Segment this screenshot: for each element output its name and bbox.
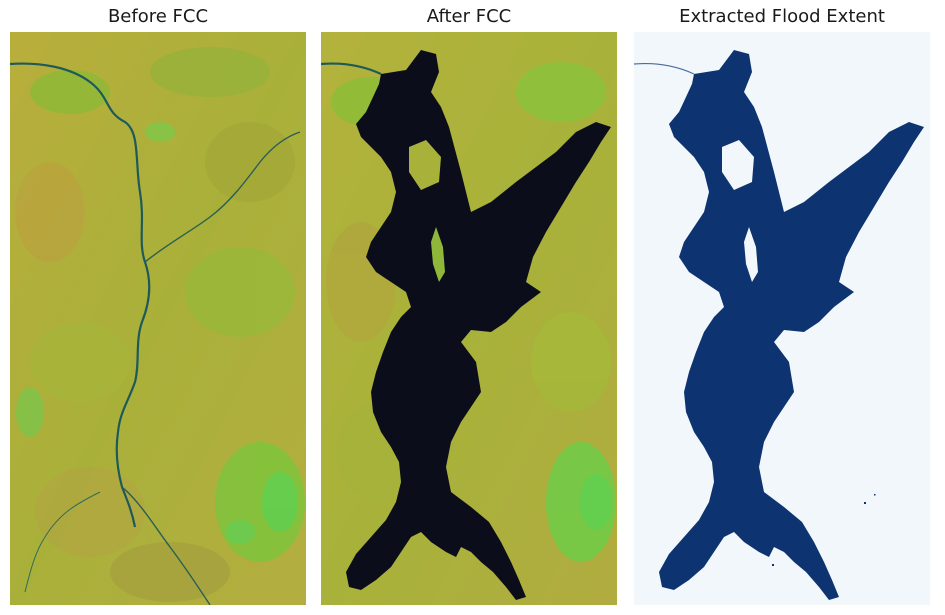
panel-title-after: After FCC bbox=[426, 6, 512, 27]
mask-specks bbox=[772, 494, 876, 566]
main-river bbox=[10, 62, 151, 528]
tributary-east bbox=[144, 131, 301, 263]
river-inflow bbox=[321, 62, 382, 75]
tributary-south bbox=[121, 486, 211, 605]
mask-island bbox=[744, 227, 758, 282]
after-fcc-image bbox=[321, 32, 617, 605]
panel-title-extent: Extracted Flood Extent bbox=[679, 6, 885, 27]
vegetation-patches bbox=[15, 47, 305, 602]
river-trace bbox=[634, 62, 695, 75]
before-fcc-image bbox=[10, 32, 306, 605]
bright-vegetation bbox=[16, 122, 298, 544]
land-inlet bbox=[409, 140, 441, 190]
panel-title-before: Before FCC bbox=[107, 6, 209, 27]
tributary-west bbox=[24, 491, 101, 593]
flood-water bbox=[346, 50, 611, 600]
panel-before-fcc: Before FCC bbox=[8, 0, 308, 615]
flood-extent-mask bbox=[634, 32, 930, 605]
panel-flood-extent: Extracted Flood Extent bbox=[632, 0, 932, 615]
flood-mask bbox=[659, 50, 924, 600]
mask-inlet bbox=[722, 140, 754, 190]
panel-after-fcc: After FCC bbox=[319, 0, 619, 615]
island bbox=[431, 227, 445, 282]
